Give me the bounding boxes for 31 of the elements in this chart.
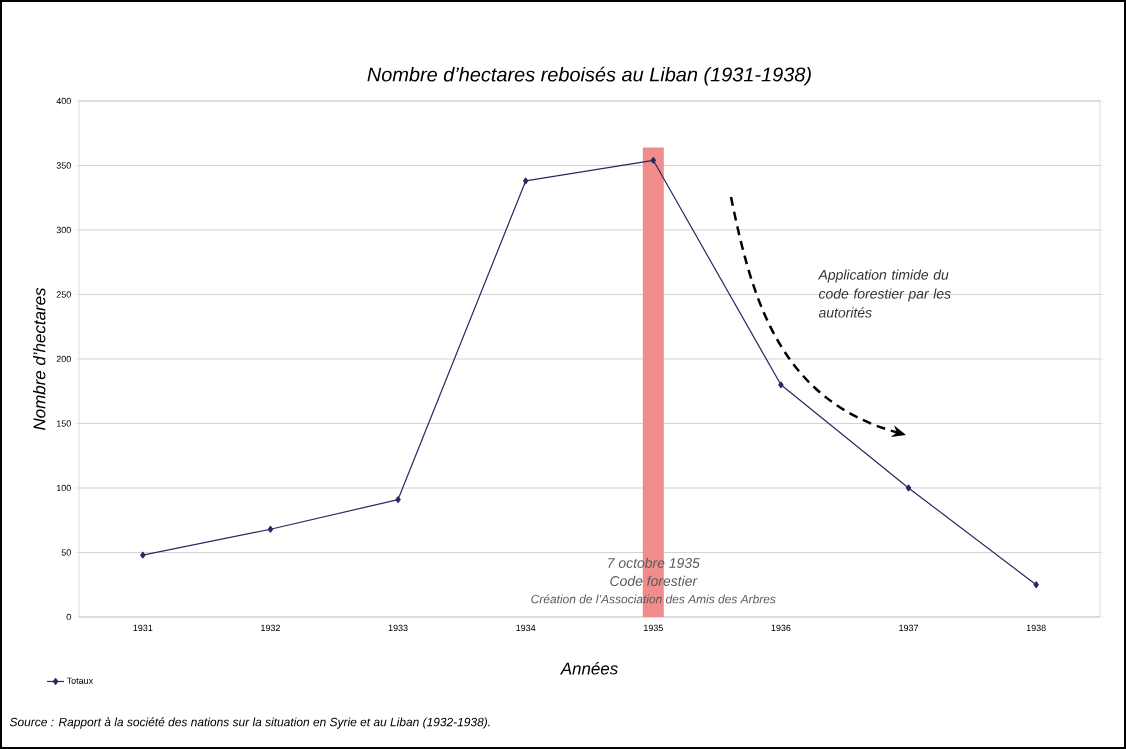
point <box>1033 581 1039 589</box>
x-tick-label: 1932 <box>261 624 280 632</box>
point <box>522 177 529 185</box>
source-note: Source : Rapport à la société des nations sur la situation en Syrie et au Liban (1932-1938). <box>9 717 490 729</box>
x-tick-label: 1934 <box>516 624 536 632</box>
y-tick-label: 250 <box>56 291 71 298</box>
y-tick-label: 300 <box>56 226 71 234</box>
y-tick-label: 400 <box>56 97 71 105</box>
point <box>395 496 401 503</box>
x-tick-label: 1931 <box>133 624 153 632</box>
point <box>778 381 784 389</box>
x-tick-label: 1937 <box>899 624 919 632</box>
x-tick-label: 1936 <box>771 624 791 632</box>
point <box>267 525 274 533</box>
y-tick-label: 350 <box>56 162 71 169</box>
x-tick-label: 1933 <box>388 624 408 632</box>
y-tick-label: 200 <box>56 355 71 363</box>
x-tick-label: 1938 <box>1026 624 1046 632</box>
legend-label: Totaux <box>66 677 93 684</box>
y-tick-label: 50 <box>61 549 71 556</box>
chart-title: Nombre d’hectares reboisés au Liban (1931-1938) <box>367 66 811 86</box>
point <box>140 551 146 559</box>
y-tick-label: 0 <box>66 613 71 621</box>
point <box>650 156 656 164</box>
y-tick-label: 150 <box>56 420 71 427</box>
annotation: Application timide du code forestier par les autorités <box>817 269 951 318</box>
point <box>905 484 912 492</box>
x-tick-label: 1935 <box>644 624 663 632</box>
x-axis-title: Années <box>559 661 618 675</box>
y-tick-label: 100 <box>56 484 71 492</box>
y-axis-title: Nombre d’hectares <box>33 287 46 431</box>
